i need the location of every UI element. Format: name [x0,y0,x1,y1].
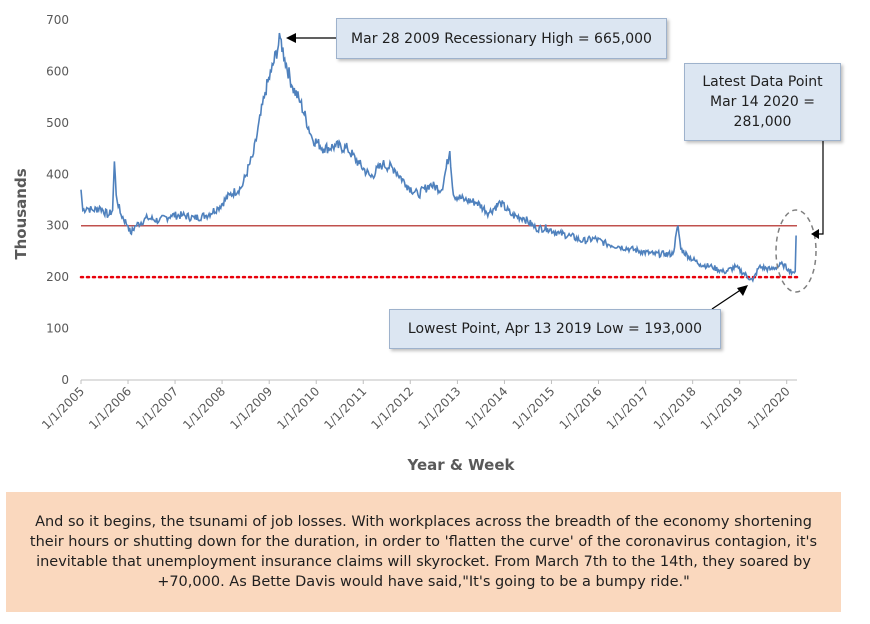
annotation-arrows [286,33,824,310]
x-tick-label: 1/1/2017 [604,384,652,432]
arrow-low-head [737,285,748,296]
x-tick-label: 1/1/2008 [180,384,228,432]
x-tick-label: 1/1/2014 [463,384,511,432]
y-tick-label: 700 [46,13,69,27]
arrow-low [711,288,743,310]
y-tick-label: 100 [46,322,69,336]
commentary-box: And so it begins, the tsunami of job los… [6,492,841,612]
callout-lowest-point: Lowest Point, Apr 13 2019 Low = 193,000 [389,309,721,349]
x-tick-label: 1/1/2019 [698,384,746,432]
x-tick-label: 1/1/2006 [86,384,134,432]
x-axis-title: Year & Week [406,456,515,474]
x-tick-label: 1/1/2020 [745,384,793,432]
y-tick-label: 0 [61,373,69,387]
y-tick-label: 200 [46,270,69,284]
x-tick-label: 1/1/2005 [39,384,87,432]
y-axis-title: Thousands [12,168,30,259]
x-tick-label: 1/1/2007 [133,384,181,432]
y-tick-label: 400 [46,167,69,181]
y-tick-label: 300 [46,219,69,233]
x-tick-label: 1/1/2009 [227,384,275,432]
y-axis-ticks: 0 100 200 300 400 500 600 700 [46,13,69,387]
x-tick-label: 1/1/2012 [368,384,416,432]
callout-latest-data-point: Latest Data Point Mar 14 2020 = 281,000 [684,63,841,141]
arrow-latest [818,141,824,235]
x-tick-label: 1/1/2011 [321,384,369,432]
x-tick-label: 1/1/2016 [557,384,605,432]
x-tick-label: 1/1/2010 [274,384,322,432]
y-tick-label: 600 [46,64,69,78]
x-tick-label: 1/1/2013 [416,384,464,432]
arrow-latest-head [811,229,819,239]
latest-point-highlight [775,209,817,293]
x-tick-label: 1/1/2018 [651,384,699,432]
x-tick-label: 1/1/2015 [510,384,558,432]
callout-recessionary-high: Mar 28 2009 Recessionary High = 665,000 [336,18,667,59]
reference-lines [79,224,799,279]
y-tick-label: 500 [46,116,69,130]
x-axis-ticks: 1/1/2005 1/1/2006 1/1/2007 1/1/2008 1/1/2009… [39,380,793,432]
series-line [80,32,797,283]
arrow-high-head [286,33,296,43]
